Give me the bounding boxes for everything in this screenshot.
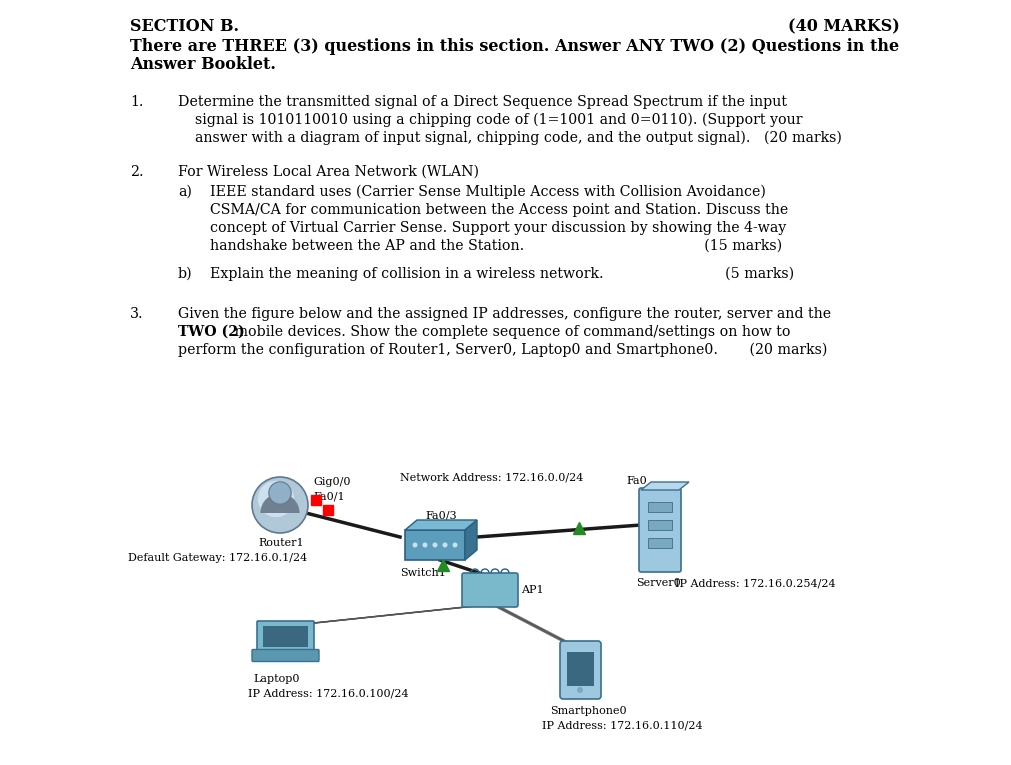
FancyBboxPatch shape bbox=[639, 488, 681, 572]
Text: Explain the meaning of collision in a wireless network.                         : Explain the meaning of collision in a wi… bbox=[210, 267, 794, 282]
Text: IP Address: 172.16.0.110/24: IP Address: 172.16.0.110/24 bbox=[542, 720, 703, 730]
Text: Server0: Server0 bbox=[636, 578, 680, 588]
FancyBboxPatch shape bbox=[263, 626, 308, 646]
Circle shape bbox=[252, 477, 308, 533]
Text: SECTION B.: SECTION B. bbox=[130, 18, 239, 35]
Text: IP Address: 172.16.0.254/24: IP Address: 172.16.0.254/24 bbox=[675, 578, 836, 588]
Polygon shape bbox=[641, 482, 690, 490]
Text: a): a) bbox=[178, 185, 192, 199]
FancyBboxPatch shape bbox=[560, 641, 601, 699]
Text: Network Address: 172.16.0.0/24: Network Address: 172.16.0.0/24 bbox=[400, 472, 583, 482]
Text: Switch1: Switch1 bbox=[400, 568, 446, 578]
Text: Gig0/0: Gig0/0 bbox=[313, 477, 351, 487]
Text: 1.: 1. bbox=[130, 95, 144, 109]
Text: Laptop0: Laptop0 bbox=[253, 674, 299, 684]
Text: Default Gateway: 172.16.0.1/24: Default Gateway: 172.16.0.1/24 bbox=[128, 553, 307, 563]
Circle shape bbox=[453, 542, 458, 548]
Polygon shape bbox=[405, 520, 477, 530]
Circle shape bbox=[258, 480, 294, 517]
Text: Router1: Router1 bbox=[258, 538, 303, 548]
Text: IP Address: 172.16.0.100/24: IP Address: 172.16.0.100/24 bbox=[248, 688, 408, 698]
FancyBboxPatch shape bbox=[648, 520, 672, 530]
Polygon shape bbox=[465, 520, 477, 560]
Wedge shape bbox=[261, 493, 299, 513]
Text: concept of Virtual Carrier Sense. Support your discussion by showing the 4-way: concept of Virtual Carrier Sense. Suppor… bbox=[210, 221, 787, 235]
Circle shape bbox=[433, 542, 438, 548]
FancyBboxPatch shape bbox=[567, 652, 594, 686]
Text: Fa0/3: Fa0/3 bbox=[425, 510, 457, 520]
Text: (40 MARKS): (40 MARKS) bbox=[789, 18, 900, 35]
Circle shape bbox=[423, 542, 428, 548]
FancyBboxPatch shape bbox=[405, 530, 465, 560]
Text: Fa0/2: Fa0/2 bbox=[445, 522, 476, 532]
Text: perform the configuration of Router1, Server0, Laptop0 and Smartphone0.       (2: perform the configuration of Router1, Se… bbox=[178, 343, 827, 357]
Circle shape bbox=[443, 542, 448, 548]
Circle shape bbox=[412, 542, 418, 548]
Text: There are THREE (3) questions in this section. Answer ANY TWO (2) Questions in t: There are THREE (3) questions in this se… bbox=[130, 38, 899, 55]
Text: CSMA/CA for communication between the Access point and Station. Discuss the: CSMA/CA for communication between the Ac… bbox=[210, 203, 789, 217]
FancyBboxPatch shape bbox=[252, 649, 319, 662]
Text: Answer Booklet.: Answer Booklet. bbox=[130, 56, 276, 73]
Text: b): b) bbox=[178, 267, 193, 281]
FancyBboxPatch shape bbox=[648, 538, 672, 548]
Text: 3.: 3. bbox=[130, 307, 144, 321]
FancyBboxPatch shape bbox=[257, 621, 314, 652]
Circle shape bbox=[577, 687, 583, 693]
Text: mobile devices. Show the complete sequence of command/settings on how to: mobile devices. Show the complete sequen… bbox=[229, 325, 791, 339]
Text: Given the figure below and the assigned IP addresses, configure the router, serv: Given the figure below and the assigned … bbox=[178, 307, 831, 321]
Text: Smartphone0: Smartphone0 bbox=[550, 706, 627, 716]
Text: TWO (2): TWO (2) bbox=[178, 325, 245, 339]
FancyBboxPatch shape bbox=[462, 573, 518, 607]
Text: AP1: AP1 bbox=[521, 585, 544, 595]
Circle shape bbox=[269, 482, 291, 504]
Text: For Wireless Local Area Network (WLAN): For Wireless Local Area Network (WLAN) bbox=[178, 165, 479, 179]
Text: Fa0: Fa0 bbox=[626, 476, 647, 486]
Text: answer with a diagram of input signal, chipping code, and the output signal).   : answer with a diagram of input signal, c… bbox=[195, 131, 842, 145]
Text: handshake between the AP and the Station.                                       : handshake between the AP and the Station… bbox=[210, 239, 783, 253]
Text: Determine the transmitted signal of a Direct Sequence Spread Spectrum if the inp: Determine the transmitted signal of a Di… bbox=[178, 95, 787, 109]
Text: signal is 1010110010 using a chipping code of (1=1001 and 0=0110). (Support your: signal is 1010110010 using a chipping co… bbox=[195, 113, 803, 128]
FancyBboxPatch shape bbox=[648, 502, 672, 512]
Text: 2.: 2. bbox=[130, 165, 144, 179]
Text: Fa0/1: Fa0/1 bbox=[313, 491, 345, 501]
Text: IEEE standard uses (Carrier Sense Multiple Access with Collision Avoidance): IEEE standard uses (Carrier Sense Multip… bbox=[210, 185, 766, 200]
